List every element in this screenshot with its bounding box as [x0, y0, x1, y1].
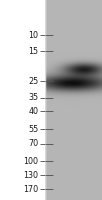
Text: 15: 15	[28, 46, 38, 55]
Text: 100: 100	[23, 156, 38, 166]
Text: 10: 10	[28, 30, 38, 40]
Text: 55: 55	[28, 124, 38, 134]
Text: 70: 70	[28, 140, 38, 148]
Text: 40: 40	[28, 107, 38, 116]
Text: 35: 35	[28, 94, 38, 102]
Text: 25: 25	[28, 76, 38, 86]
Text: 170: 170	[23, 184, 38, 193]
Text: 130: 130	[23, 170, 38, 180]
Bar	[0, 0, 45, 200]
